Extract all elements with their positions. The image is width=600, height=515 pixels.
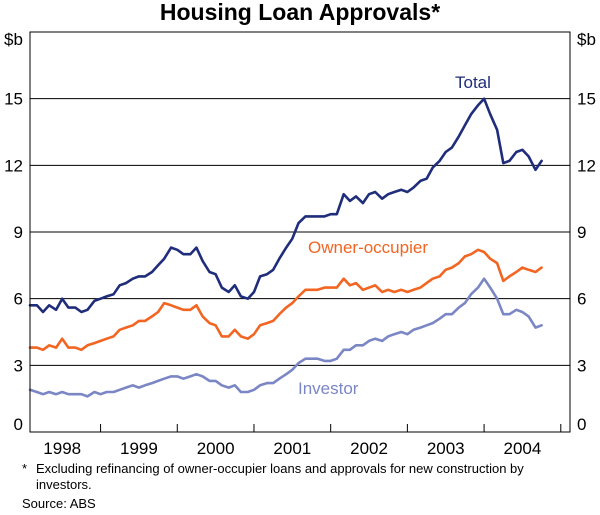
series-line-investor xyxy=(28,277,543,398)
y-tick-right-15: 15 xyxy=(577,90,596,109)
source-note: Source: ABS xyxy=(22,496,96,511)
gridlines xyxy=(30,98,570,366)
y-tick-right-6: 6 xyxy=(577,290,586,309)
plot-frame xyxy=(29,31,571,433)
chart: Housing Loan Approvals* $b $b 0 3 6 9 12 15 0… xyxy=(4,0,596,458)
x-tick-label-2002: 2002 xyxy=(350,439,388,458)
series-lines xyxy=(28,97,543,398)
series-label-investor: Investor xyxy=(298,379,359,398)
y-tick-left-3: 3 xyxy=(14,356,23,375)
y-tick-left-9: 9 xyxy=(14,223,23,242)
series-label-owner-occupier: Owner-occupier xyxy=(308,238,428,257)
y-tick-left-0: 0 xyxy=(14,415,23,434)
x-tick-label-2000: 2000 xyxy=(197,439,235,458)
y-tick-left-6: 6 xyxy=(14,290,23,309)
y-tick-left-12: 12 xyxy=(4,156,23,175)
y-tick-right-3: 3 xyxy=(577,356,586,375)
x-tick-label-1998: 1998 xyxy=(43,439,81,458)
chart-title: Housing Loan Approvals* xyxy=(160,0,440,25)
y-tick-right-9: 9 xyxy=(577,223,586,242)
x-tick-label-1999: 1999 xyxy=(120,439,158,458)
series-label-total: Total xyxy=(455,73,491,92)
y-axis-unit-right: $b xyxy=(577,30,596,49)
x-tick-label-2003: 2003 xyxy=(427,439,465,458)
series-line-total xyxy=(28,97,543,314)
y-ticks-right: 0 3 6 9 12 15 xyxy=(577,90,596,434)
x-ticks: 1998 1999 2000 2001 2002 2003 2004 xyxy=(43,424,562,458)
y-axis-unit-left: $b xyxy=(4,30,23,49)
series-line-owner-occupier xyxy=(28,248,543,352)
y-tick-left-15: 15 xyxy=(4,90,23,109)
footnote-mark: * xyxy=(22,461,28,476)
footnote: * Excluding refinancing of owner-occupie… xyxy=(22,461,582,493)
y-tick-right-0: 0 xyxy=(577,415,586,434)
x-tick-label-2004: 2004 xyxy=(504,439,542,458)
footnote-text: Excluding refinancing of owner-occupier … xyxy=(36,461,524,492)
x-tick-label-2001: 2001 xyxy=(273,439,311,458)
y-tick-right-12: 12 xyxy=(577,156,596,175)
y-ticks-left: 0 3 6 9 12 15 xyxy=(4,90,23,434)
